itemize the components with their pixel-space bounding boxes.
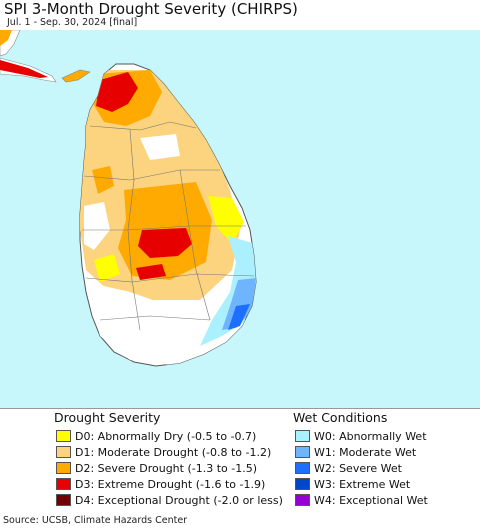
- map-canvas: [0, 29, 480, 408]
- boundary-line: [99, 315, 211, 321]
- drought-legend-label: D4: Exceptional Drought (-2.0 or less): [75, 493, 283, 507]
- drought-legend-title: Drought Severity: [54, 410, 161, 425]
- wet-legend-item: W4: Exceptional Wet: [295, 492, 428, 508]
- drought-legend-item: D3: Extreme Drought (-1.6 to -1.9): [56, 476, 265, 492]
- wet-legend-swatch: [295, 494, 310, 506]
- d3-north: [96, 72, 138, 112]
- wet-legend-swatch: [295, 446, 310, 458]
- drought-legend-swatch: [56, 494, 71, 506]
- wet-legend-item: W1: Moderate Wet: [295, 444, 416, 460]
- drought-legend-label: D3: Extreme Drought (-1.6 to -1.9): [75, 477, 266, 491]
- wet-legend-item: W3: Extreme Wet: [295, 476, 410, 492]
- drought-legend-item: D2: Severe Drought (-1.3 to -1.5): [56, 460, 257, 476]
- no-drought-west: [84, 202, 110, 250]
- wet-legend-swatch: [295, 462, 310, 474]
- drought-legend-item: D0: Abnormally Dry (-0.5 to -0.7): [56, 428, 256, 444]
- boundary-line: [85, 273, 255, 283]
- drought-legend-swatch: [56, 462, 71, 474]
- drought-legend-item: D1: Moderate Drought (-0.8 to -1.2): [56, 444, 271, 460]
- drought-legend-swatch: [56, 430, 71, 442]
- d3-central: [138, 228, 192, 258]
- w2-east: [228, 304, 250, 330]
- wet-legend-item: W2: Severe Wet: [295, 460, 402, 476]
- boundary-line: [83, 169, 220, 181]
- boundary-line: [179, 169, 211, 321]
- map-title: SPI 3-Month Drought Severity (CHIRPS): [4, 0, 298, 18]
- no-drought-south: [86, 282, 250, 366]
- wet-legend-label: W2: Severe Wet: [314, 461, 402, 475]
- wet-legend-swatch: [295, 478, 310, 490]
- wet-legend-label: W3: Extreme Wet: [314, 477, 411, 491]
- map-subtitle: Jul. 1 - Sep. 30, 2024 [final]: [7, 17, 138, 28]
- no-drought-north: [140, 134, 180, 160]
- boundary-line: [82, 225, 246, 231]
- drought-legend-swatch: [56, 446, 71, 458]
- india-coast-drought: [0, 30, 12, 46]
- wet-legend-swatch: [295, 430, 310, 442]
- mannar-island: [61, 69, 91, 83]
- wet-legend-item: W0: Abnormally Wet: [295, 428, 427, 444]
- india-southern-tip-drought: [0, 60, 48, 78]
- source-credit: Source: UCSB, Climate Hazards Center: [3, 515, 188, 526]
- drought-legend-label: D1: Moderate Drought (-0.8 to -1.2): [75, 445, 272, 459]
- drought-legend-label: D2: Severe Drought (-1.3 to -1.5): [75, 461, 258, 475]
- d3-south: [136, 264, 166, 280]
- wet-legend-label: W4: Exceptional Wet: [314, 493, 428, 507]
- drought-legend-item: D4: Exceptional Drought (-2.0 or less): [56, 492, 283, 508]
- wet-legend-label: W0: Abnormally Wet: [314, 429, 427, 443]
- wet-legend-title: Wet Conditions: [293, 410, 388, 425]
- drought-legend-label: D0: Abnormally Dry (-0.5 to -0.7): [75, 429, 257, 443]
- drought-map: [0, 29, 480, 408]
- d0-southwest: [94, 254, 120, 282]
- w1-east: [222, 278, 256, 330]
- legend-divider: [0, 408, 480, 409]
- district-boundaries: [82, 121, 255, 331]
- d0-east: [208, 196, 244, 244]
- wet-legend-label: W1: Moderate Wet: [314, 445, 417, 459]
- boundary-line: [89, 121, 197, 131]
- d2-west: [92, 166, 114, 194]
- drought-legend-swatch: [56, 478, 71, 490]
